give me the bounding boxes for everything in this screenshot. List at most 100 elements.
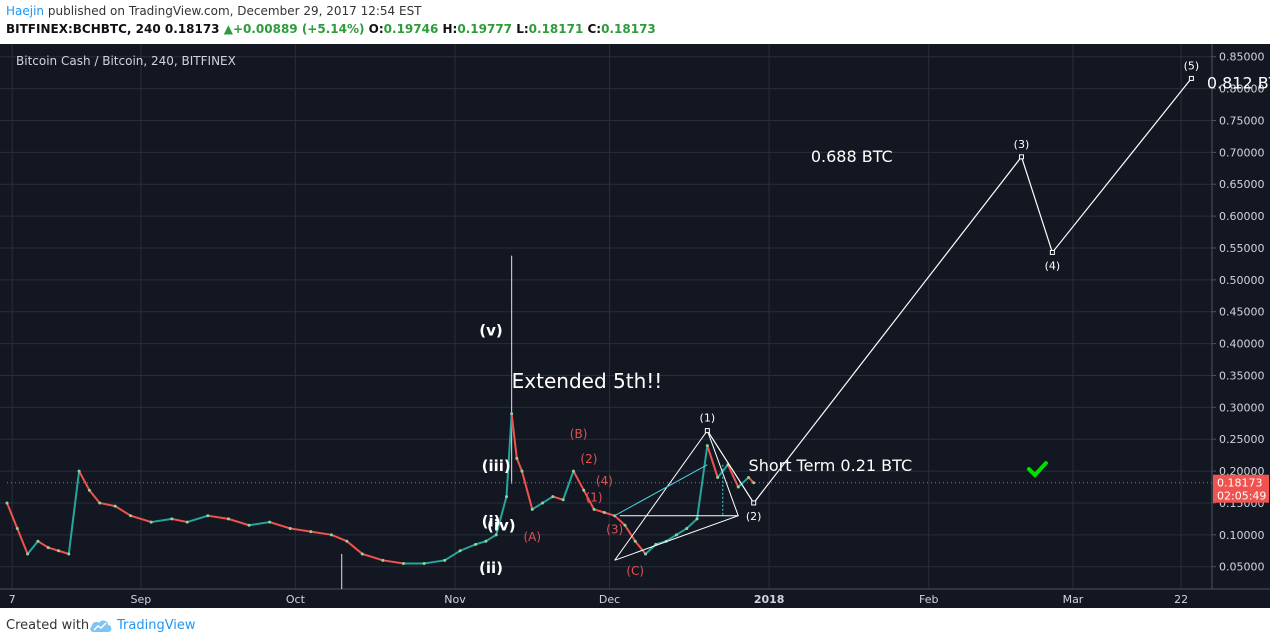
price-point [685,526,689,530]
price-segment [572,470,585,491]
price-segment [510,413,518,459]
tradingview-link[interactable]: TradingView [117,618,196,633]
projection-node [1049,249,1055,255]
chart-header: Haejin published on TradingView.com, Dec… [0,0,1270,44]
price-point [26,552,30,556]
price-segment [130,514,152,524]
projection-wave-label: (1) [700,412,716,425]
time-tick-label: Mar [1063,593,1084,606]
high-label: H: [442,22,458,36]
tradingview-cloud-icon [90,620,112,632]
price-point [752,481,756,485]
open-label: O: [368,22,384,36]
publish-info: published on TradingView.com, December 2… [47,4,422,18]
grid-lines [0,44,1212,589]
chart-title: Bitcoin Cash / Bitcoin, 240, BITFINEX [16,54,236,68]
price-chart[interactable]: 0.050000.100000.150000.200000.250000.300… [0,44,1270,608]
last-price: 0.18173 [164,22,220,36]
price-tick-label: 0.50000 [1219,274,1265,287]
price-point [309,530,313,534]
time-axis[interactable]: 7 Sep Oct Nov Dec 2018 Feb Mar 22 [0,588,1270,606]
price-segment [444,549,461,562]
created-with-label: Created with [6,618,90,633]
price-point [561,498,565,502]
price-point [705,444,709,448]
projection-wave-label: (2) [746,510,762,523]
price-segment [362,552,384,562]
price-tick-label: 0.05000 [1219,561,1265,574]
price-segment [382,559,404,565]
price-segment [310,530,332,536]
price-point [247,523,251,527]
price-segment [634,540,647,555]
wave-annotations: (1) (2) (3) (4) (5) (i) (ii) (iii) (iv) (v) (A) (B)… [7,59,1270,578]
price-segment [716,464,729,479]
price-segment [696,445,709,520]
time-tick-label: Sep [131,593,152,606]
price-segment [248,521,270,527]
price-segment [520,470,534,510]
impulse-wave-label: (i) [482,513,501,531]
price-segment [552,495,564,501]
author-link[interactable]: Haejin [6,4,45,18]
cyan-trendline [614,464,708,517]
projection-node [1018,154,1024,160]
price-point [129,514,133,518]
price-point [185,520,189,524]
price-point [226,517,230,521]
price-segment [485,533,497,543]
price-segment [675,527,688,536]
price-segment [26,540,39,555]
annotation-text: Short Term 0.21 BTC [749,456,913,475]
price-segment [495,496,508,536]
price-segment [706,445,719,478]
close-label: C: [587,22,602,36]
price-segment [37,540,49,549]
price-segment [88,489,101,504]
price-point [644,552,648,556]
price-segment [228,517,250,527]
price-point [149,520,153,524]
price-point [5,501,9,505]
correction-wave-label: (2) [580,452,597,466]
price-point [551,495,555,499]
price-segment [331,533,348,543]
price-segment [624,524,637,542]
time-tick-label: 7 [9,593,16,606]
projection-wave-label: (3) [1014,138,1030,151]
price-point [716,475,720,479]
projection-node [704,428,710,434]
correction-wave-label: (1) [586,491,603,505]
current-price-value: 0.18173 [1217,477,1263,490]
price-segment [58,549,70,555]
price-point [98,501,102,505]
price-segment [78,470,91,491]
price-tick-label: 0.70000 [1219,146,1265,159]
price-tick-label: 0.60000 [1219,210,1265,223]
price-point [602,511,606,515]
low-label: L: [516,22,529,36]
annotation-text: 0.688 BTC [811,147,893,166]
price-segment [562,470,575,501]
price-tick-label: 0.55000 [1219,242,1265,255]
up-arrow-icon: ▲ [223,22,233,36]
price-segment [515,457,523,472]
price-segment [686,518,698,530]
price-point [15,526,19,530]
price-point [113,504,117,508]
close-value: 0.18173 [601,22,656,36]
price-point [87,488,91,492]
price-point [288,526,292,530]
projection-node [751,500,757,506]
time-tick-label: Feb [919,593,938,606]
price-point [582,488,586,492]
chart-footer: Created with TradingView [0,608,1270,643]
price-segment [47,546,59,552]
price-segment [99,501,116,508]
price-axis[interactable]: 0.050000.100000.150000.200000.250000.300… [1211,44,1269,589]
price-tick-label: 0.25000 [1219,433,1265,446]
price-point [36,539,40,543]
price-change: +0.00889 (+5.14%) [232,22,365,36]
price-point [77,469,81,473]
price-point [206,514,210,518]
